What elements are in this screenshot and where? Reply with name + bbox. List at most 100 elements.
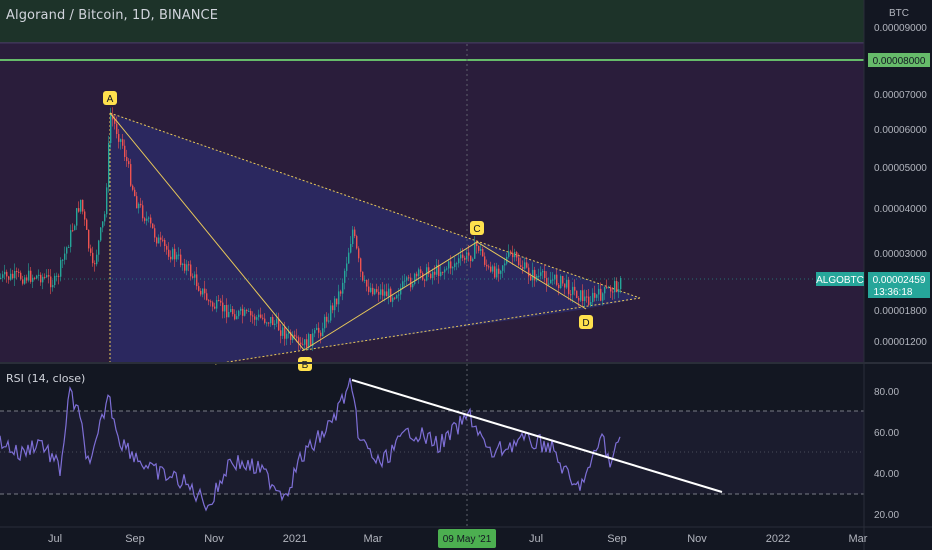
candle-body [472,258,474,262]
candle-body [608,287,610,289]
triangle-upper-border [109,112,641,299]
price-tick-6000: 0.00006000 [874,125,927,136]
candle-body [516,252,518,258]
candle-body [30,270,32,282]
candle-body [166,246,168,250]
candle-body [410,277,412,288]
candle-body [216,300,218,309]
candle-body [2,274,4,278]
candle-body [94,263,96,265]
candle-body [288,332,290,334]
candle-body [320,332,322,337]
time-axis[interactable]: Jul Sep Nov 2021 Mar Jul Sep Nov 2022 Ma… [48,533,868,545]
abcd-legs[interactable] [109,112,587,351]
candle-body [90,248,92,253]
candle-body [520,265,522,268]
candle-body [500,270,502,274]
candle-body [326,316,328,322]
candle-body [20,272,22,280]
candle-body [196,274,198,287]
candle-body [116,123,118,135]
candle-body [248,310,250,312]
candle-body [570,294,572,296]
candle-body [228,311,230,318]
candle-body [230,309,232,312]
candle-body [68,246,70,248]
candle-body [454,263,456,268]
candle-body [48,275,50,277]
rsi-tick-20: 20.00 [874,510,899,521]
candle-body [54,275,56,286]
candle-body [76,208,78,226]
candle-body [486,264,488,267]
candle-body [338,291,340,305]
candle-body [148,217,150,219]
rsi-tick-60: 60.00 [874,428,899,439]
candle-body [56,275,58,277]
last-price-label: 0.00002459 [873,275,926,286]
point-c-badge[interactable]: C [470,221,484,235]
candle-body [446,268,448,270]
candle-body [524,262,526,269]
candle-body [240,308,242,311]
candle-body [150,217,152,224]
candle-body [162,239,164,241]
symbol-tag-label: ALGOBTC [816,275,864,286]
candle-body [334,298,336,311]
candle-body [620,278,622,290]
candle-body [444,269,446,273]
rsi-tick-80: 80.00 [874,387,899,398]
crosshair-time-label: 09 May '21 [443,534,492,545]
candle-body [418,269,420,277]
candle-body [276,318,278,324]
candle-body [442,271,444,273]
candle-body [324,316,326,329]
candle-body [318,327,320,333]
candle-body [548,283,550,285]
rsi-indicator-label[interactable]: RSI (14, close) [6,372,86,385]
abcd-pattern-fill [110,113,640,364]
candle-body [92,252,94,264]
point-a-badge[interactable]: A [103,91,117,105]
candle-body [618,289,620,293]
candle-body [192,276,194,278]
candle-body [24,277,26,284]
candle-body [400,287,402,295]
candle-body [194,274,196,278]
candle-body [450,261,452,269]
candle-body [476,242,478,247]
candle-body [308,334,310,348]
chart-title[interactable]: Algorand / Bitcoin, 1D, BINANCE [6,8,219,23]
candle-body [80,199,82,212]
candle-body [448,261,450,269]
rsi-trendline[interactable] [351,379,723,493]
candle-body [226,305,228,318]
candle-body [182,263,184,266]
candle-body [304,339,306,345]
candle-body [514,252,516,258]
candle-body [88,229,90,249]
candle-body [0,277,2,279]
candle-body [590,301,592,306]
time-label-2022: 2022 [766,533,790,545]
price-tick-4000: 0.00004000 [874,204,927,215]
point-c-label: C [473,224,480,235]
candle-body [50,276,52,288]
candle-body [438,264,440,276]
candle-body [412,284,414,288]
candle-body [64,253,66,260]
candle-body [356,236,358,249]
candle-body [142,205,144,219]
rsi-axis[interactable]: 80.00 60.00 40.00 20.00 [874,387,899,521]
candle-body [272,316,274,326]
candle-body [222,302,224,312]
candle-body [312,333,314,346]
candle-body [604,287,606,294]
price-axis[interactable]: BTC 0.00009000 0.00007000 0.00006000 0.0… [874,8,927,348]
candle-body [436,264,438,275]
point-d-badge[interactable]: D [579,315,593,329]
level-price-tag: 0.00008000 [868,53,930,67]
candle-body [574,286,576,291]
candle-body [52,285,54,288]
